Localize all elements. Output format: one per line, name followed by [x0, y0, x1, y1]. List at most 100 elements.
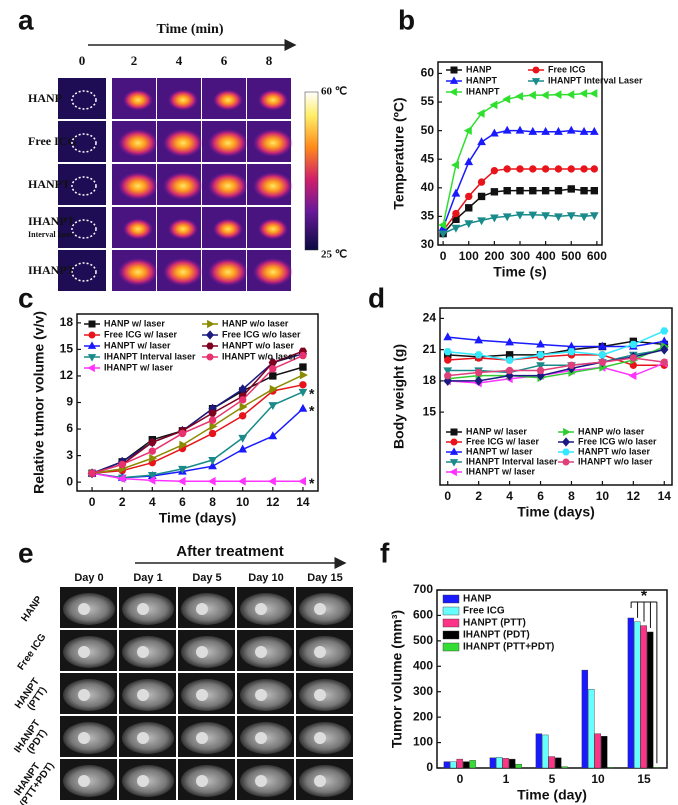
mri-organ — [255, 603, 267, 615]
marker — [147, 476, 156, 485]
significance-mark: * — [309, 386, 315, 402]
marker — [502, 125, 512, 134]
y-tick-label: 100 — [413, 735, 433, 749]
marker — [299, 381, 307, 389]
x-tick-label: 12 — [266, 495, 280, 509]
legend-label: IHANPT Interval laser — [466, 456, 558, 466]
legend-marker — [449, 87, 457, 97]
legend-marker — [562, 448, 570, 456]
marker — [529, 165, 537, 173]
marker — [598, 351, 607, 359]
series-line — [447, 354, 665, 367]
marker — [477, 217, 486, 226]
legend-label: IHANPT Interval laser — [104, 351, 196, 361]
marker — [536, 339, 545, 348]
marker — [269, 372, 277, 380]
thermal-image — [58, 207, 106, 248]
x-tick-label: 8 — [568, 489, 575, 503]
y-tick-label: 18 — [60, 315, 74, 329]
treatment-title: After treatment — [176, 543, 284, 560]
bar — [509, 758, 516, 769]
marker — [476, 109, 485, 118]
marker — [536, 362, 545, 371]
legend-label: HANP w/o laser — [222, 318, 289, 328]
x-axis-title: Time (day) — [517, 787, 587, 803]
thermal-column-label: 0 — [79, 53, 86, 68]
region-circle — [71, 176, 97, 196]
x-tick-label: 4 — [149, 495, 156, 509]
marker — [238, 396, 247, 404]
marker — [590, 165, 599, 173]
marker — [660, 358, 668, 366]
mri-row-label: IHANPT (PDT) — [12, 716, 53, 761]
x-tick-label: 15 — [637, 772, 651, 786]
legend-marker — [532, 66, 540, 74]
marker — [269, 365, 277, 373]
mri-organ — [137, 603, 149, 615]
x-tick-label: 6 — [179, 495, 186, 509]
x-tick-label: 500 — [561, 249, 581, 263]
marker — [179, 440, 188, 450]
mri-organ — [314, 732, 326, 744]
bar — [502, 758, 509, 769]
legend-label: Free ICG w/o laser — [222, 329, 301, 339]
marker — [598, 341, 607, 350]
hot-spot — [253, 172, 293, 200]
y-tick-label: 30 — [421, 237, 435, 251]
x-tick-label: 0 — [89, 495, 96, 509]
mri-organ — [196, 689, 208, 701]
marker — [505, 337, 514, 346]
marker — [268, 402, 278, 411]
marker — [269, 384, 278, 394]
y-tick-label: 9 — [66, 395, 73, 409]
significance-mark: * — [309, 402, 315, 418]
significance-mark: * — [641, 588, 648, 605]
bar — [581, 669, 589, 769]
x-tick-label: 2 — [119, 495, 126, 509]
mri-organ — [196, 775, 208, 787]
marker — [477, 137, 486, 146]
hot-spot — [213, 218, 243, 240]
marker — [536, 366, 545, 375]
marker — [502, 94, 511, 104]
legend-label: Free ICG w/o laser — [578, 436, 657, 446]
mri-column-label: Day 15 — [307, 572, 342, 584]
legend-marker — [449, 76, 459, 84]
bar — [542, 734, 549, 769]
panel-label: b — [398, 4, 415, 35]
marker — [237, 476, 246, 486]
marker — [474, 335, 484, 344]
marker — [579, 213, 589, 222]
marker — [516, 186, 524, 195]
y-tick-label: 18 — [423, 373, 437, 387]
marker — [536, 370, 545, 381]
marker — [515, 211, 525, 220]
legend-marker — [449, 459, 459, 467]
legend-label: HANPT w/o laser — [578, 446, 651, 456]
marker — [566, 212, 576, 221]
legend-label: HANPT w/ laser — [466, 446, 533, 456]
marker — [541, 212, 550, 221]
marker — [477, 178, 486, 186]
mri-organ — [196, 646, 208, 658]
legend-label: IHANPT Interval Laser — [548, 75, 643, 85]
legend-marker — [563, 427, 571, 437]
legend-label: HANPT (PTT) — [463, 618, 526, 629]
marker — [554, 126, 563, 135]
bar — [469, 760, 476, 769]
marker — [477, 192, 486, 201]
marker — [567, 361, 576, 369]
bar — [640, 625, 647, 769]
marker — [207, 476, 216, 486]
y-tick-label: 15 — [423, 404, 437, 418]
bar — [456, 758, 463, 769]
series-line — [91, 384, 304, 475]
x-axis-title: Time (days) — [159, 510, 237, 526]
series-line — [91, 350, 304, 475]
panel-label: e — [18, 537, 34, 568]
thermal-image — [58, 250, 106, 291]
series-line — [447, 345, 665, 380]
hot-spot — [118, 129, 158, 157]
marker — [528, 126, 538, 135]
series-line — [91, 353, 304, 475]
